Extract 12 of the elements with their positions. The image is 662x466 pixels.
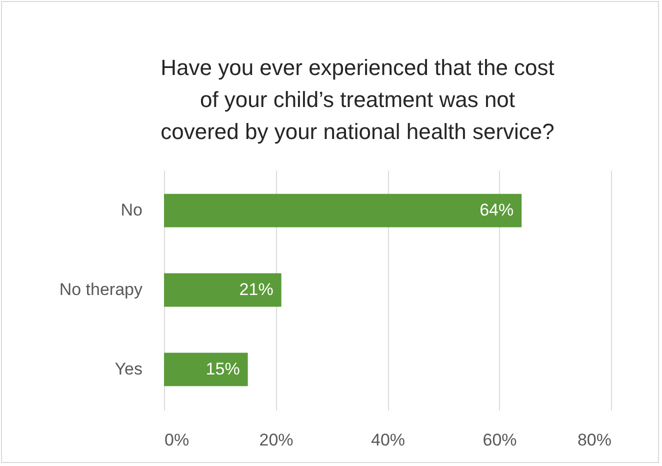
data-label: 15% xyxy=(206,359,240,378)
x-tick-label: 20% xyxy=(259,430,294,450)
chart-title: Have you ever experienced that the cost of your child’s treatment was not covered by your national health service? xyxy=(160,55,554,144)
x-tick-label: 0% xyxy=(164,430,190,450)
data-label: 64% xyxy=(480,200,514,220)
y-tick-label: No xyxy=(120,200,142,220)
data-label: 21% xyxy=(239,280,274,299)
y-tick-label: No therapy xyxy=(59,280,143,299)
x-tick-label: 40% xyxy=(370,430,406,450)
x-tick-label: 80% xyxy=(577,430,612,450)
y-tick-label: Yes xyxy=(114,359,142,378)
x-tick-label: 60% xyxy=(482,430,517,450)
